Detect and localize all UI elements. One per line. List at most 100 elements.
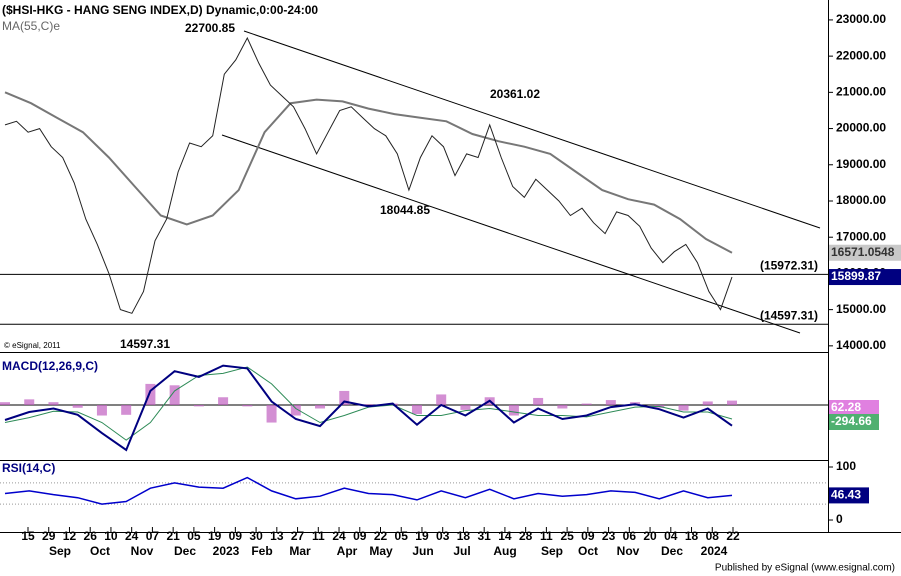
x-tick-label: 21 xyxy=(166,529,180,543)
x-month-label: 2023 xyxy=(213,544,240,558)
x-tick-label: 18 xyxy=(457,529,471,543)
value-box xyxy=(829,400,879,416)
x-tick-label: 09 xyxy=(353,529,367,543)
histogram-bar xyxy=(266,404,277,423)
x-month-label: Aug xyxy=(493,544,516,558)
ma-legend: MA(55,C)e xyxy=(2,19,60,33)
x-month-label: Nov xyxy=(617,544,640,558)
x-tick-label: 05 xyxy=(395,529,409,543)
price-line xyxy=(4,36,733,314)
x-tick-label: 26 xyxy=(84,529,98,543)
x-tick-label: 14 xyxy=(498,529,512,543)
y-tick-label: 14000.00 xyxy=(836,338,886,352)
channel-line xyxy=(243,30,821,229)
x-tick-label: 24 xyxy=(332,529,346,543)
x-tick-label: 19 xyxy=(415,529,429,543)
x-tick-label: 04 xyxy=(664,529,678,543)
x-month-label: Nov xyxy=(131,544,154,558)
x-month-label: Jul xyxy=(453,544,470,558)
x-month-label: Sep xyxy=(541,544,563,558)
x-tick-label: 25 xyxy=(560,529,574,543)
histogram-bar xyxy=(436,394,447,405)
histogram-bar xyxy=(242,404,253,407)
y-tick-label: 21000.00 xyxy=(836,85,886,99)
y-tick-label: 22000.00 xyxy=(836,48,886,62)
x-tick-label: 22 xyxy=(726,529,740,543)
x-tick-label: 20 xyxy=(643,529,657,543)
histogram-bar xyxy=(169,385,180,405)
x-month-label: 2024 xyxy=(701,544,728,558)
copyright: © eSignal, 2011 xyxy=(4,341,61,350)
channel-line xyxy=(221,134,801,334)
footer: Published by eSignal (www.esignal.com) xyxy=(715,563,895,574)
y-tick-label: 0 xyxy=(836,512,843,526)
histogram-bar xyxy=(508,404,519,416)
value-label: -294.66 xyxy=(831,414,872,428)
value-label: 62.28 xyxy=(831,400,861,414)
x-tick-label: 11 xyxy=(540,529,553,543)
y-tick-label: 18000.00 xyxy=(836,193,886,207)
x-tick-label: 27 xyxy=(291,529,305,543)
x-tick-label: 29 xyxy=(42,529,56,543)
x-tick-label: 31 xyxy=(477,529,491,543)
histogram-bar xyxy=(339,390,350,405)
ma-line xyxy=(4,91,733,254)
y-tick-label: 17000.00 xyxy=(836,229,886,243)
histogram-bar xyxy=(0,402,10,405)
x-month-label: Feb xyxy=(251,544,272,558)
x-tick-label: 19 xyxy=(208,529,222,543)
x-tick-label: 28 xyxy=(519,529,533,543)
x-tick-label: 09 xyxy=(229,529,243,543)
chart-title: ($HSI-HKG - HANG SENG INDEX,D) Dynamic,0… xyxy=(2,3,318,17)
value-box xyxy=(829,414,879,430)
x-month-label: Jun xyxy=(412,544,433,558)
y-tick-label: 100 xyxy=(836,459,856,473)
histogram-bar xyxy=(72,404,83,408)
x-tick-label: 24 xyxy=(125,529,139,543)
x-tick-label: 08 xyxy=(706,529,720,543)
histogram-bar xyxy=(581,403,592,405)
histogram-bar xyxy=(145,383,156,405)
y-tick-label: 19000.00 xyxy=(836,157,886,171)
x-tick-label: 30 xyxy=(249,529,263,543)
histogram-bar xyxy=(193,404,204,407)
annotation: 18044.85 xyxy=(380,203,430,217)
annotation: 22700.85 xyxy=(185,21,235,35)
histogram-bar xyxy=(605,400,616,405)
x-month-label: Oct xyxy=(578,544,598,558)
value-box xyxy=(829,244,901,261)
x-tick-label: 07 xyxy=(146,529,160,543)
histogram-bar xyxy=(460,404,471,410)
value-label: 16571.0548 xyxy=(831,245,895,259)
value-label: 15899.87 xyxy=(831,269,881,283)
annotation: 20361.02 xyxy=(490,87,540,101)
value-box xyxy=(829,269,901,286)
x-tick-label: 23 xyxy=(602,529,616,543)
x-tick-label: 10 xyxy=(104,529,118,543)
level-label: (15972.31) xyxy=(760,259,818,273)
x-tick-label: 12 xyxy=(63,529,77,543)
y-tick-label: 23000.00 xyxy=(836,12,886,26)
x-month-label: Dec xyxy=(174,544,196,558)
histogram-bar xyxy=(727,400,737,405)
histogram-bar xyxy=(411,404,422,415)
x-tick-label: 05 xyxy=(187,529,201,543)
histogram-bar xyxy=(24,399,35,405)
histogram-bar xyxy=(290,404,301,416)
x-tick-label: 15 xyxy=(21,529,35,543)
rsi-title: RSI(14,C) xyxy=(2,461,55,475)
histogram-bar xyxy=(218,397,229,405)
histogram-bar xyxy=(363,404,374,405)
x-tick-label: 09 xyxy=(581,529,595,543)
y-tick-label: 15000.00 xyxy=(836,302,886,316)
x-tick-label: 22 xyxy=(374,529,388,543)
histogram-bar xyxy=(121,404,132,415)
x-month-label: Oct xyxy=(90,544,110,558)
histogram-bar xyxy=(702,401,713,405)
annotation: 14597.31 xyxy=(120,337,170,351)
x-month-label: Dec xyxy=(661,544,683,558)
value-label: 46.43 xyxy=(831,488,861,502)
rsi-line xyxy=(4,476,733,505)
x-month-label: Sep xyxy=(49,544,71,558)
